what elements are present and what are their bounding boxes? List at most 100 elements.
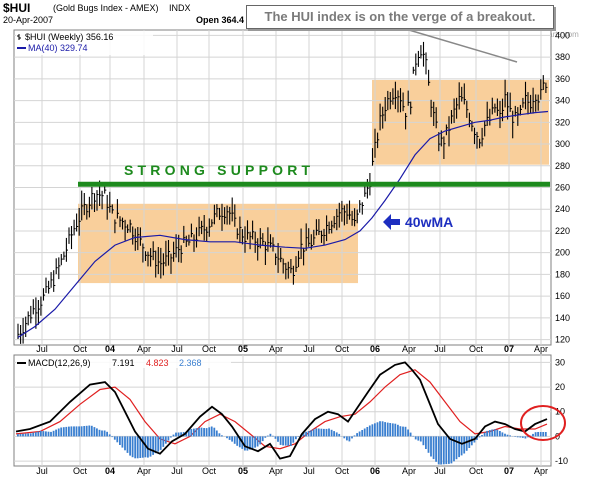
histogram-bar (111, 436, 114, 438)
histogram-bar (126, 436, 129, 453)
y-tick-label: 160 (555, 291, 570, 301)
histogram-bar (90, 425, 93, 437)
histogram-bar (279, 436, 282, 445)
histogram-bar (287, 436, 290, 446)
histogram-bar (152, 436, 154, 455)
histogram-bar (50, 431, 52, 437)
histogram-bar (274, 436, 277, 439)
histogram-bar (261, 436, 264, 442)
ma40-line (17, 110, 549, 338)
histogram-bar (432, 436, 435, 460)
histogram-bar (491, 429, 494, 437)
histogram-bar (310, 430, 313, 437)
histogram-bar (379, 421, 381, 437)
y-tick-label: 300 (555, 139, 570, 149)
histogram-bar (440, 436, 443, 465)
histogram-bar (353, 435, 356, 437)
signal-line (15, 369, 548, 450)
histogram-bar (85, 425, 88, 437)
histogram-bar (402, 426, 404, 437)
x-tick-label: Jul (303, 466, 315, 476)
histogram-bar (295, 436, 297, 440)
histogram-bar (157, 436, 160, 452)
histogram-bar (256, 436, 259, 447)
histogram-bar (34, 432, 37, 437)
histogram-bar (149, 436, 152, 457)
histogram-bar (514, 436, 517, 437)
histogram-bar (483, 432, 486, 437)
ma-arrow-icon (383, 214, 400, 230)
histogram-bar (106, 431, 108, 437)
histogram-bar (542, 432, 545, 437)
x-tick-label: Oct (202, 344, 217, 354)
ma-label: 40wMA (405, 214, 453, 230)
ma-legend-label: MA(40) 329.74 (28, 43, 88, 53)
x-tick-label: Apr (402, 466, 416, 476)
y-tick-label: 140 (555, 313, 570, 323)
histogram-bar (463, 436, 466, 454)
x-tick-label: Apr (402, 344, 416, 354)
histogram-bar (317, 428, 320, 437)
y-tick-label: 360 (555, 74, 570, 84)
histogram-bar (437, 436, 440, 465)
histogram-bar (228, 436, 231, 440)
y-tick-label: 400 (555, 30, 570, 40)
x-tick-label: Jul (434, 344, 446, 354)
x-tick-label: 07 (504, 466, 514, 476)
macd-legend-item: 7.191 (112, 358, 135, 368)
histogram-bar (481, 435, 483, 437)
histogram-bar (203, 428, 205, 437)
histogram-bar (29, 433, 32, 437)
histogram-bar (121, 436, 124, 448)
histogram-bar (251, 436, 254, 449)
y-tick-label: 320 (555, 117, 570, 127)
histogram-bar (136, 436, 139, 459)
histogram-bar (141, 436, 144, 458)
macd-histogram (17, 421, 547, 465)
histogram-bar (208, 427, 211, 437)
histogram-bar (213, 427, 216, 437)
resistance-line (391, 24, 518, 63)
histogram-bar (218, 433, 221, 437)
x-tick-label: 05 (238, 466, 248, 476)
histogram-bar (134, 436, 137, 459)
histogram-bar (460, 436, 463, 456)
exchange-label: INDX (169, 3, 191, 13)
macd-legend-bg (16, 356, 231, 368)
histogram-bar (389, 423, 392, 437)
histogram-bar (430, 436, 432, 457)
histogram-bar (200, 427, 203, 437)
histogram-bar (147, 436, 149, 458)
macd-legend-item: MACD(12,26,9) (28, 358, 91, 368)
date-label: 20-Apr-2007 (3, 15, 54, 25)
x-tick-label: Apr (534, 344, 548, 354)
histogram-bar (435, 436, 437, 462)
histogram-bar (399, 426, 402, 437)
histogram-bar (297, 436, 300, 437)
histogram-bar (284, 436, 287, 446)
x-tick-label: Oct (73, 344, 88, 354)
histogram-bar (356, 433, 358, 437)
x-tick-label: Apr (137, 466, 151, 476)
y-tick-label: 180 (555, 269, 570, 279)
histogram-bar (215, 430, 218, 437)
price-bars (17, 41, 548, 344)
histogram-bar (231, 436, 233, 442)
histogram-bar (335, 432, 338, 437)
histogram-bar (103, 430, 106, 437)
x-tick-label: Apr (137, 344, 151, 354)
x-tick-label: Oct (73, 466, 88, 476)
histogram-bar (524, 436, 527, 439)
histogram-bar (289, 436, 292, 446)
histogram-bar (305, 431, 307, 437)
macd-legend-item: 4.823 (146, 358, 169, 368)
histogram-bar (302, 432, 305, 437)
histogram-bar (32, 432, 35, 437)
open-price-label: Open 364.4 (196, 15, 245, 25)
x-tick-label: 04 (105, 466, 115, 476)
histogram-bar (343, 436, 346, 439)
histogram-bar (476, 436, 478, 440)
x-tick-label: 06 (370, 466, 380, 476)
histogram-bar (537, 432, 539, 437)
